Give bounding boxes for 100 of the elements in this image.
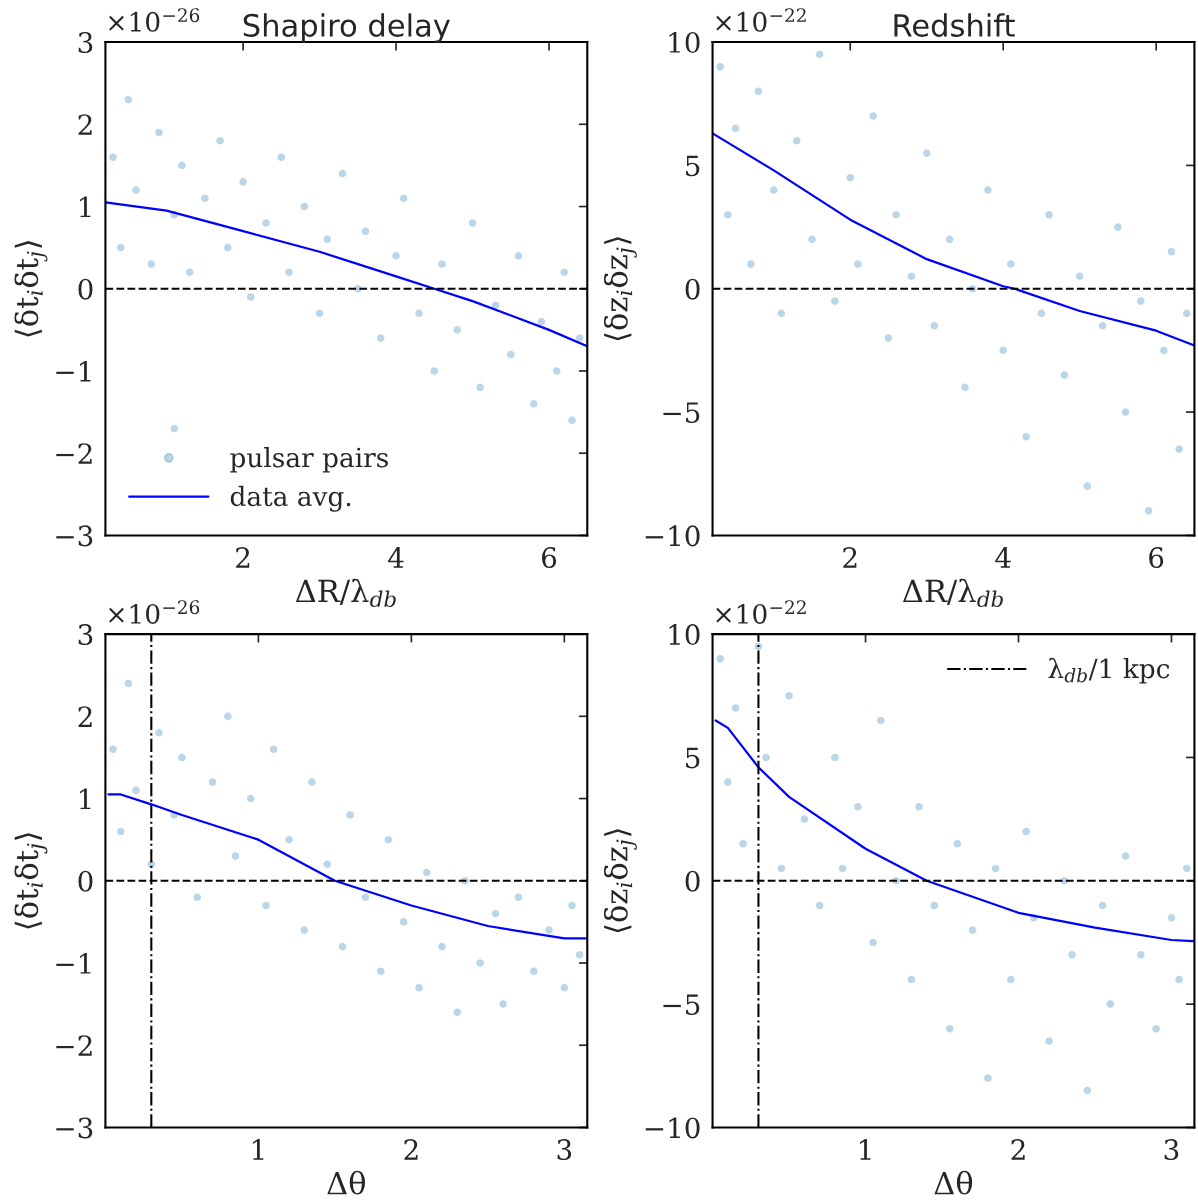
y-tick-label: −10 xyxy=(645,525,700,547)
point xyxy=(216,136,224,145)
point xyxy=(1083,482,1092,490)
point xyxy=(716,62,725,71)
point xyxy=(376,967,385,976)
point xyxy=(1007,260,1015,268)
legend-label: pulsar pairs xyxy=(230,447,388,473)
point xyxy=(545,926,553,934)
point xyxy=(846,173,855,182)
y-tick-label: 2 xyxy=(78,706,92,727)
point xyxy=(884,334,893,342)
point xyxy=(468,219,477,227)
point xyxy=(529,400,538,408)
x-tick-label: 1 xyxy=(860,1139,871,1160)
x-axis-title: Δθ xyxy=(327,1170,366,1195)
point xyxy=(208,778,217,786)
point xyxy=(1121,852,1130,860)
x-tick-label: 2 xyxy=(404,1139,418,1160)
point xyxy=(1167,913,1176,922)
text: ×10$^{−26}$ xyxy=(109,600,200,624)
point xyxy=(999,346,1007,355)
point xyxy=(568,416,576,425)
point xyxy=(1022,432,1030,441)
point xyxy=(777,309,786,318)
point xyxy=(984,1074,992,1082)
point xyxy=(560,983,569,992)
point xyxy=(968,926,977,934)
point xyxy=(922,149,931,157)
point xyxy=(869,112,877,120)
point xyxy=(1083,1086,1092,1095)
point xyxy=(907,975,916,984)
point xyxy=(961,383,969,392)
point xyxy=(277,153,286,161)
point xyxy=(223,712,232,721)
y-tick-label: 1 xyxy=(80,196,91,218)
point xyxy=(575,334,584,342)
line-series xyxy=(107,793,587,940)
y-tick-label: 10 xyxy=(669,32,700,54)
point xyxy=(499,1000,507,1008)
text: ×10$^{−22}$ xyxy=(716,8,806,32)
point xyxy=(1075,272,1084,281)
point xyxy=(415,983,423,992)
point xyxy=(262,901,270,910)
point xyxy=(1137,297,1145,305)
point xyxy=(422,868,431,877)
y-tick-label: 1 xyxy=(80,788,91,810)
point xyxy=(384,835,393,844)
point xyxy=(930,901,939,910)
y-tick-label: −1 xyxy=(56,952,91,974)
point xyxy=(537,317,546,326)
x-tick-label: 4 xyxy=(388,547,404,568)
y-tick-label: 0 xyxy=(78,870,93,892)
point xyxy=(491,909,500,918)
point xyxy=(338,942,347,951)
x-tick-label: 6 xyxy=(1149,547,1164,569)
x-tick-label: 1 xyxy=(252,1139,264,1160)
y-axis-title: ⟨δt$_{i}$δt$_{j}$⟩ xyxy=(14,833,48,929)
y-axis-title: ⟨δz$_{i}$δz$_{j}$⟩ xyxy=(603,237,637,341)
x-tick-label: 3 xyxy=(1164,1139,1179,1161)
point xyxy=(155,128,163,137)
point xyxy=(323,860,332,869)
point xyxy=(231,852,240,860)
point xyxy=(575,950,584,959)
point xyxy=(785,691,793,700)
point xyxy=(930,321,939,330)
point xyxy=(308,778,316,786)
point xyxy=(430,367,439,375)
point xyxy=(1160,346,1168,355)
point xyxy=(491,301,500,309)
point xyxy=(724,210,732,219)
point xyxy=(1144,506,1153,515)
text: ×10$^{−22}$ xyxy=(716,600,806,624)
point xyxy=(1045,1037,1053,1045)
point xyxy=(438,260,446,268)
point xyxy=(1175,975,1183,984)
point xyxy=(746,260,755,268)
point xyxy=(1167,247,1176,256)
point xyxy=(716,654,725,663)
point xyxy=(514,893,523,902)
point xyxy=(560,268,569,277)
point xyxy=(892,210,900,219)
point xyxy=(338,169,347,178)
y-tick-label: −3 xyxy=(56,525,93,547)
point xyxy=(246,794,255,803)
point xyxy=(1137,950,1145,959)
point xyxy=(1022,827,1030,836)
point xyxy=(438,942,446,951)
point xyxy=(1121,408,1130,416)
point xyxy=(831,297,839,305)
y-tick-label: −10 xyxy=(645,1117,700,1139)
point xyxy=(769,186,778,194)
point xyxy=(991,864,1000,873)
point xyxy=(155,728,163,737)
point xyxy=(1098,901,1107,910)
point xyxy=(147,260,156,268)
y-tick-label: 10 xyxy=(669,624,700,646)
point xyxy=(1182,309,1191,318)
point xyxy=(815,901,824,910)
point xyxy=(529,967,538,976)
point xyxy=(124,95,133,104)
